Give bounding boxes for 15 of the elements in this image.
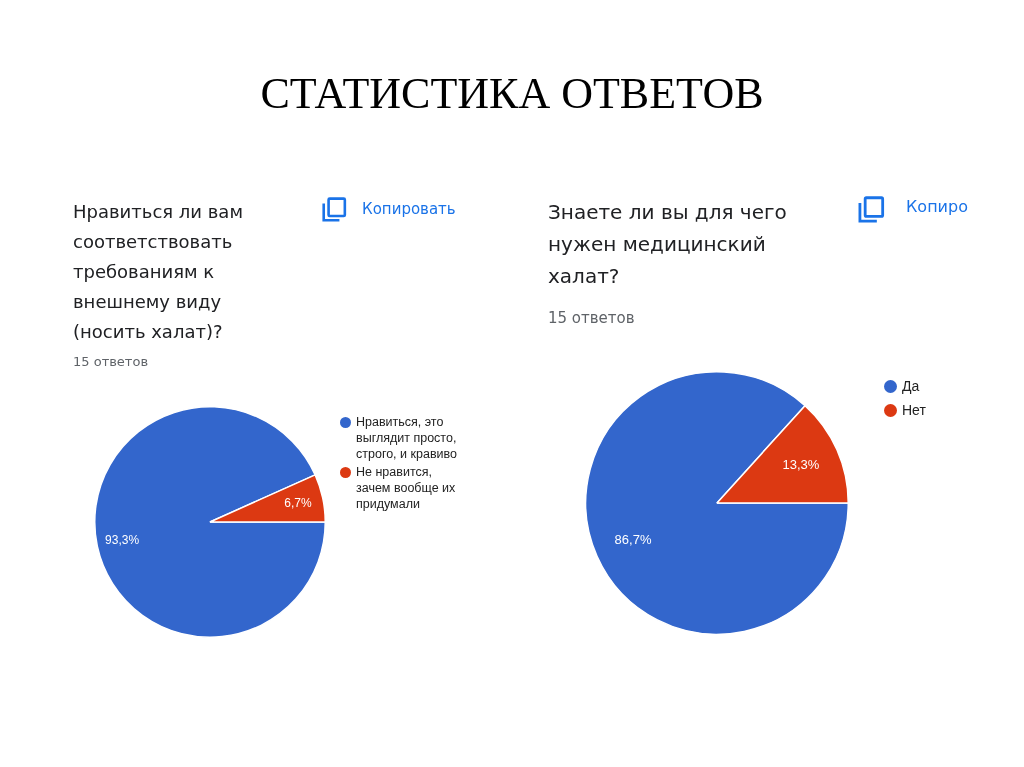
chart-title: Нравиться ли вам соответствовать требованиям к внешнему виду (носить халат)?: [73, 200, 244, 344]
chart-title: Знаете ли вы для чего нужен медицинский халат?: [548, 199, 788, 290]
chart-subtitle: 15 ответов: [548, 309, 636, 327]
data-label: 86,7%: [614, 531, 652, 547]
legend-label: Нет: [902, 401, 926, 420]
legend-label: Не нравится, зачем вообще их придумали: [356, 464, 457, 512]
text: Копировать: [362, 200, 456, 218]
text: СТАТИСТИКА ОТВЕТОВ: [259, 68, 765, 120]
legend-label: Да: [902, 377, 920, 396]
text: Копиро: [906, 197, 968, 217]
data-label: 13,3%: [782, 457, 820, 473]
data-label: 93,3%: [105, 533, 140, 548]
data-label: 6,7%: [284, 495, 312, 510]
legend-label: Нравиться, это выглядит просто, строго, и кравиво: [356, 414, 458, 462]
chart-subtitle: 15 ответов: [73, 354, 150, 370]
